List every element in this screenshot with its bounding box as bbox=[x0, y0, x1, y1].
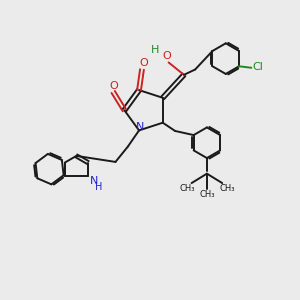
Text: H: H bbox=[95, 182, 103, 192]
Text: O: O bbox=[140, 58, 148, 68]
Text: N: N bbox=[90, 176, 98, 186]
Text: CH₃: CH₃ bbox=[219, 184, 235, 193]
Text: H: H bbox=[151, 45, 160, 55]
Text: CH₃: CH₃ bbox=[179, 184, 195, 193]
Text: O: O bbox=[163, 51, 172, 61]
Text: N: N bbox=[136, 122, 144, 132]
Text: O: O bbox=[110, 80, 118, 91]
Text: CH₃: CH₃ bbox=[199, 190, 215, 199]
Text: Cl: Cl bbox=[253, 62, 264, 72]
